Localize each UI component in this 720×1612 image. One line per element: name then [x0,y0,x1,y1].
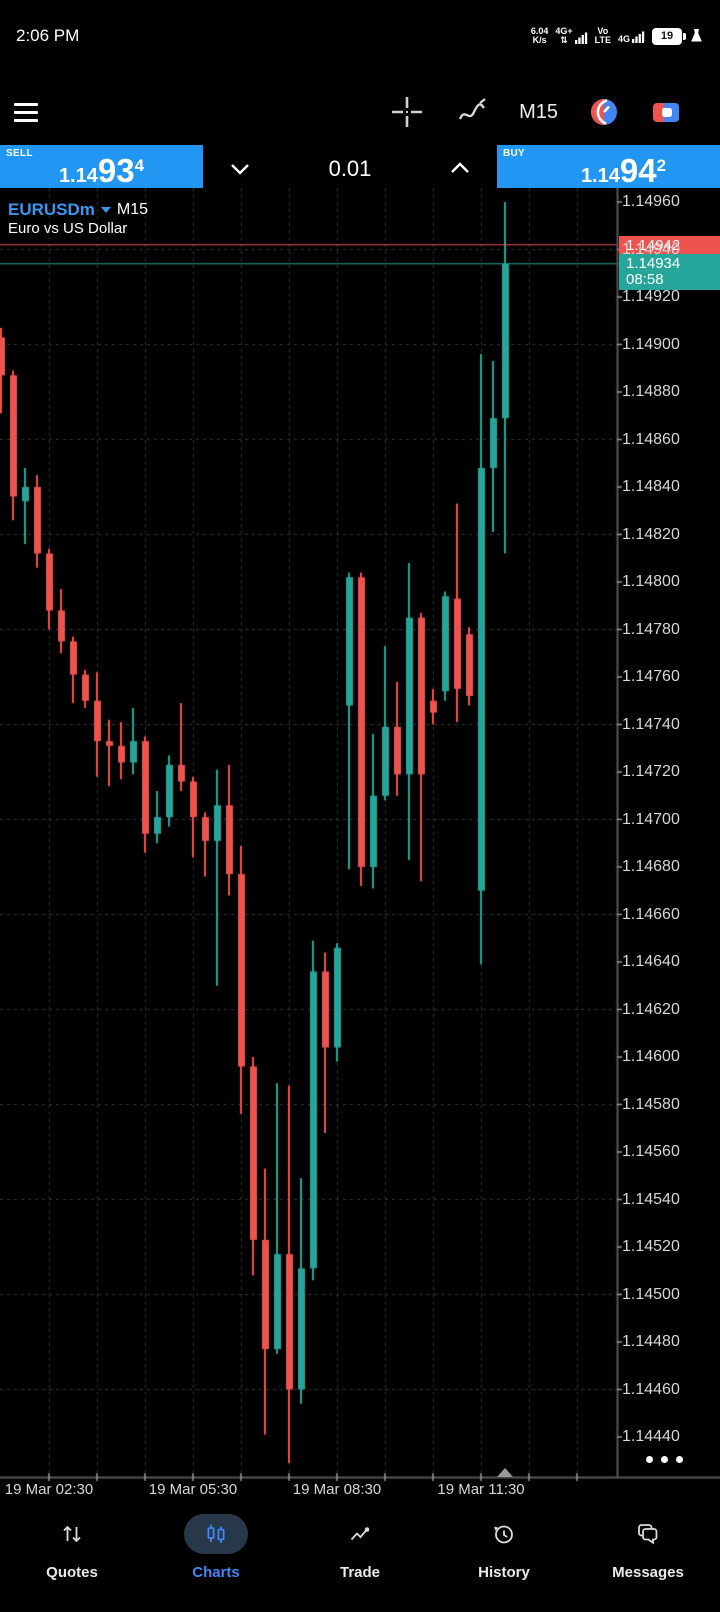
price-axis-label: 1.14600 [622,1048,680,1065]
price-axis-label: 1.14640 [622,953,680,970]
nav-label: Charts [192,1564,240,1581]
price-axis-label: 1.14560 [622,1143,680,1160]
price-axis-label: 1.14900 [622,335,680,353]
bid-price-value: 1.14934 [626,254,681,272]
window-mode-button[interactable] [650,96,682,128]
symbol-description: Euro vs US Dollar [8,220,128,237]
net-speed-value: 6.04 [530,26,549,36]
sim1-signal: 4G+ ⇅ [555,27,587,45]
net-speed-unit: K/s [532,35,547,45]
time-axis-label: 19 Mar 02:30 [4,1481,94,1498]
price-axis-label: 1.14880 [622,383,680,400]
time-axis-label: 19 Mar 11:30 [437,1481,525,1498]
time-axis-label: 19 Mar 08:30 [292,1481,382,1498]
status-icons: 6.04 K/s 4G+ ⇅ Vo LTE 4G 19 [531,27,704,45]
price-axis-label: 1.14620 [622,1000,680,1018]
vpn-flask-icon [691,28,702,41]
crosshair-button[interactable] [389,94,425,130]
buy-price: 1.14 94 2 [580,152,667,189]
nav-item-quotes[interactable]: Quotes [0,1498,144,1612]
status-bar: 2:06 PM 6.04 K/s 4G+ ⇅ Vo LTE 4G 19 [0,16,720,56]
ask-price-badge: 1.14942 [619,235,720,255]
clock-history-icon [494,1525,513,1544]
volume-increase-button[interactable] [449,162,471,175]
price-chart-canvas[interactable] [0,188,720,1488]
price-axis-label: 1.14540 [622,1190,680,1208]
price-axis-label: 1.14800 [622,573,680,590]
signal-bars-icon [632,31,645,43]
price-axis-label: 1.14460 [622,1380,680,1398]
updown-arrows-icon: ⇅ [560,35,568,45]
price-axis-label: 1.14940 [622,240,680,258]
nav-label: History [478,1564,530,1581]
price-axis-label: 1.14960 [622,193,680,210]
price-axis-label: 1.14760 [622,668,680,685]
candlestick-chart-icon [207,1524,225,1543]
price-axis-label: 1.14820 [622,525,680,543]
chat-bubbles-icon [638,1524,658,1545]
bid-price-badge: 1.14934 08:58 [619,253,720,290]
one-click-trading-bar: SELL 1.14 93 4 0.01 BUY 1.14 94 2 [0,145,720,192]
sim2-signal: 4G [618,29,645,44]
time-axis-label: 19 Mar 05:30 [148,1481,238,1498]
price-axis-label: 1.14740 [622,715,680,733]
buy-label: BUY [503,148,526,159]
sell-button[interactable]: SELL 1.14 93 4 [0,145,203,192]
bar-countdown: 08:58 [626,270,664,288]
symbol-header: EURUSDm M15 Euro vs US Dollar [8,200,148,238]
nav-item-charts[interactable]: Charts [144,1498,288,1612]
sim1-type-label: 4G+ [555,26,573,36]
price-axis-label: 1.14440 [622,1428,680,1445]
symbol-timeframe: M15 [116,201,149,218]
price-axis-label: 1.14920 [622,288,680,305]
nav-item-messages[interactable]: Messages [576,1498,720,1612]
signal-bars-icon [574,32,587,44]
price-axis-label: 1.14780 [622,620,680,638]
volume-decrease-button[interactable] [229,162,251,175]
volte-line2: LTE [594,35,611,45]
current-bar-marker-icon [497,1468,513,1477]
price-axis-label: 1.14840 [622,478,680,495]
price-axis-label: 1.14660 [622,905,680,923]
battery-percent: 19 [660,30,674,42]
price-axis-label: 1.14680 [622,858,680,875]
chart-toolbar: M15 [0,88,720,136]
nav-label: Quotes [46,1564,98,1581]
nav-label: Trade [339,1564,381,1581]
nav-item-history[interactable]: History [432,1498,576,1612]
price-axis-label: 1.14700 [622,810,680,828]
price-axis-label: 1.14500 [622,1285,680,1303]
sim2-type-label: 4G [617,33,630,44]
price-axis-label: 1.14480 [622,1333,680,1350]
price-axis-label: 1.14580 [622,1095,680,1113]
price-axis-label: 1.14520 [622,1238,680,1255]
volte-line1: Vo [597,26,609,36]
volume-value[interactable]: 0.01 [328,155,372,181]
chart-more-menu[interactable] [646,1456,683,1463]
chart-area: EURUSDm M15 Euro vs US Dollar 1.14942 1.… [0,188,720,1498]
menu-button[interactable] [14,102,38,122]
sell-price: 1.14 93 4 [58,152,145,189]
price-axis-label: 1.14860 [622,430,680,448]
nav-item-trade[interactable]: Trade [288,1498,432,1612]
volte-indicator: Vo LTE [595,27,611,45]
network-speed: 6.04 K/s [531,27,549,45]
objects-button[interactable] [588,96,620,128]
clock: 2:06 PM [16,26,80,45]
nav-label: Messages [612,1564,684,1581]
quotes-arrows-icon [63,1525,81,1543]
indicators-button[interactable] [455,95,489,129]
chevron-down-icon [100,206,111,213]
battery-icon: 19 [652,27,686,45]
bottom-navigation: Quotes Charts Trade [0,1498,720,1612]
sell-label: SELL [6,148,33,159]
price-axis-label: 1.14720 [622,763,680,780]
buy-button[interactable]: BUY 1.14 94 2 [497,145,720,192]
trend-line-icon [350,1527,370,1541]
symbol-selector[interactable]: EURUSDm M15 [8,200,148,219]
symbol-name: EURUSDm [8,200,95,219]
volume-stepper: 0.01 [203,145,497,192]
timeframe-button[interactable]: M15 [519,100,558,123]
